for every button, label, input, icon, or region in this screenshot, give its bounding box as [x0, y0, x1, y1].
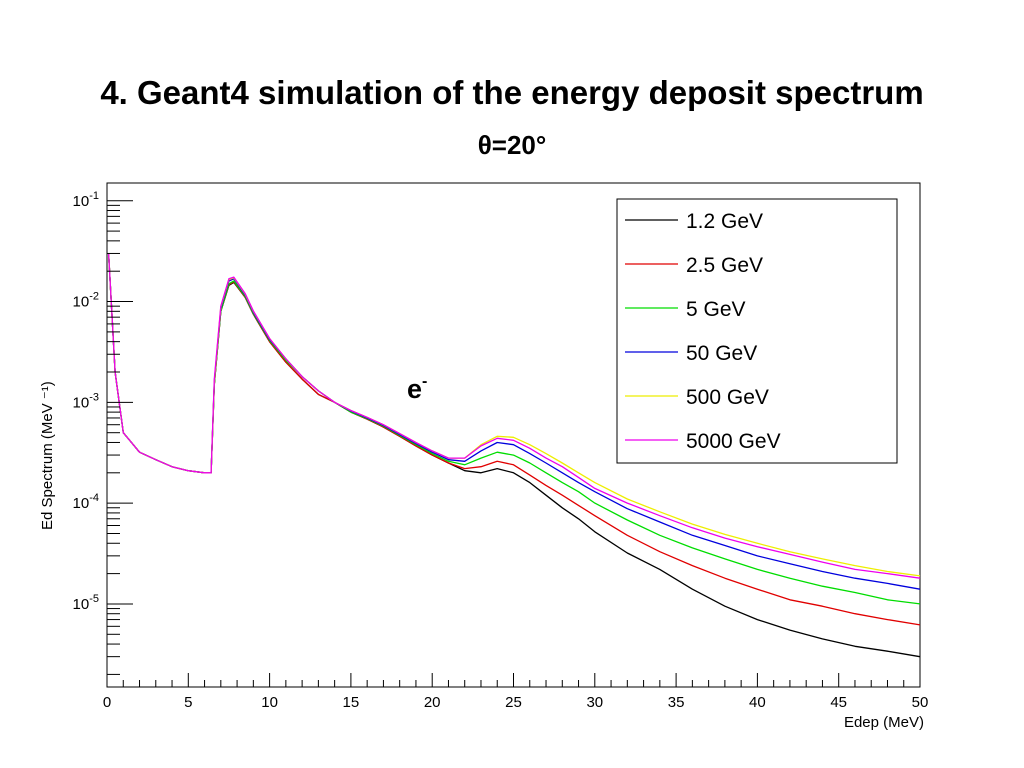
x-tick-label: 5	[184, 694, 192, 711]
x-tick-label: 45	[830, 694, 847, 711]
legend-label: 50 GeV	[686, 342, 757, 365]
x-tick-label: 15	[343, 694, 360, 711]
x-tick-label: 10	[261, 694, 278, 711]
legend-label: 5 GeV	[686, 298, 746, 321]
y-tick-label: 10-1	[73, 190, 99, 210]
legend-label: 1.2 GeV	[686, 210, 763, 233]
y-tick-label: 10-3	[73, 391, 99, 411]
legend-label: 5000 GeV	[686, 430, 781, 453]
series-line	[107, 253, 921, 579]
legend-label: 500 GeV	[686, 386, 769, 409]
legend: 1.2 GeV 2.5 GeV 5 GeV 50 GeV 500 GeV 5000 GeV	[616, 198, 898, 464]
x-axis: 0 5 10 15 20 25 30 35 40 45 50	[103, 673, 929, 711]
x-tick-label: 50	[912, 694, 929, 711]
legend-box	[616, 198, 898, 464]
y-axis: 10-1 10-2 10-3 10-4 10-5	[73, 190, 133, 675]
x-tick-label: 20	[424, 694, 441, 711]
particle-annotation: e-	[407, 373, 427, 404]
y-tick-label: 10-2	[73, 291, 99, 311]
slide-title: 4. Geant4 simulation of the energy depos…	[100, 74, 924, 111]
x-tick-label: 0	[103, 694, 111, 711]
x-tick-label: 25	[505, 694, 522, 711]
series-layer	[107, 253, 921, 658]
x-axis-title: Edep (MeV)	[844, 714, 924, 731]
y-tick-label: 10-4	[73, 492, 99, 512]
chart-subtitle: θ=20°	[477, 130, 547, 160]
x-tick-label: 30	[586, 694, 603, 711]
y-tick-label: 10-5	[73, 593, 99, 613]
x-tick-label: 40	[749, 694, 766, 711]
y-axis-title: Ed Spectrum (MeV ⁻¹)	[39, 381, 56, 530]
x-tick-label: 35	[668, 694, 685, 711]
legend-label: 2.5 GeV	[686, 254, 763, 277]
particle-symbol: e	[407, 374, 422, 404]
particle-charge: -	[422, 373, 427, 390]
